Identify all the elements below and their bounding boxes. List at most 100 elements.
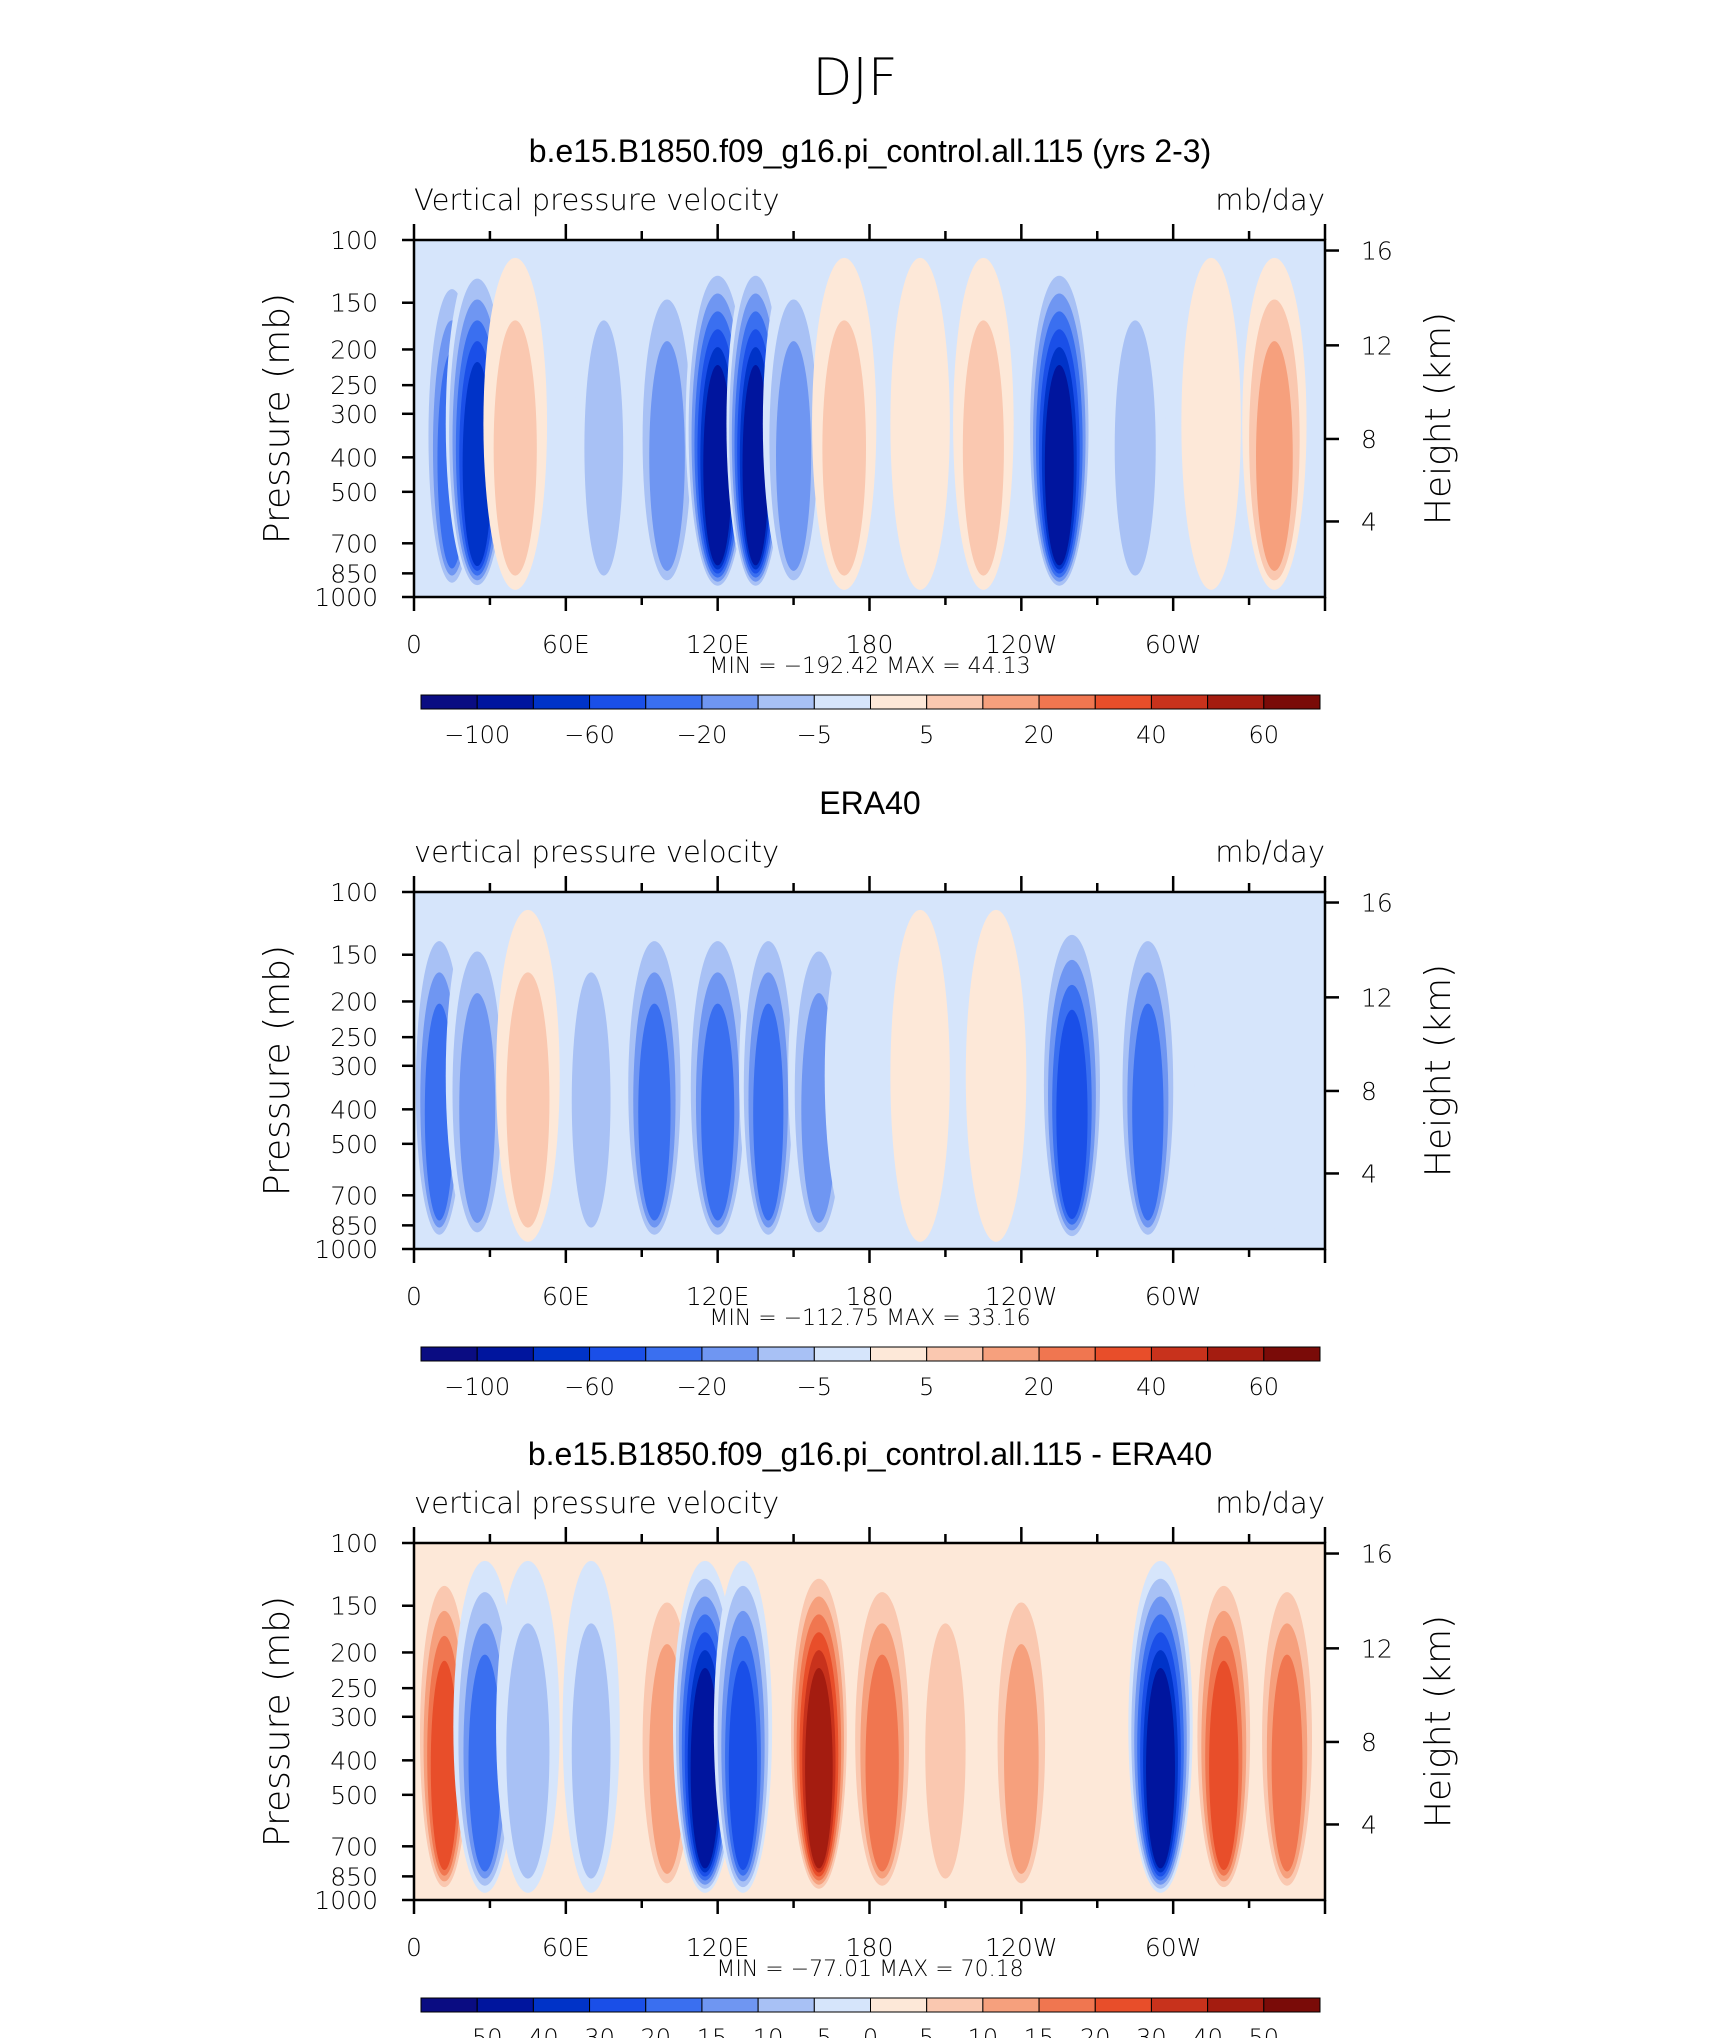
- x-tick-label: 60W: [1145, 630, 1202, 659]
- x-tick-label: 60E: [542, 1933, 590, 1962]
- contour-field: [414, 1543, 1325, 1900]
- y-tick-label: 500: [330, 1781, 378, 1810]
- contour-level: [1004, 1644, 1039, 1874]
- colorbar-box: [813, 694, 871, 710]
- colorbar-box: [870, 694, 928, 710]
- colorbar-box: [476, 694, 534, 710]
- contour-level: [506, 972, 550, 1228]
- min-max-stats: MIN = −192.42 MAX = 44.13: [709, 654, 1030, 679]
- colorbar-box: [1038, 1346, 1096, 1362]
- y-right-tick-label: 12: [1361, 331, 1393, 360]
- units-label: mb/day: [1215, 835, 1325, 869]
- contour-field: [414, 240, 1325, 597]
- colorbar-label: 40: [1136, 1373, 1167, 1401]
- colorbar-box: [1207, 1997, 1265, 2013]
- contour-level: [459, 993, 496, 1223]
- colorbar-label: 5: [919, 1373, 934, 1401]
- y-tick-label: 200: [330, 1638, 378, 1667]
- x-tick-label: 120E: [686, 1933, 750, 1962]
- x-tick-label: 120W: [985, 1933, 1057, 1962]
- y-tick-label: 100: [330, 1529, 378, 1558]
- colorbar-box: [589, 694, 647, 710]
- y-tick-label: 300: [330, 1052, 378, 1081]
- colorbar-label: 40: [1192, 2024, 1223, 2038]
- colorbar-box: [589, 1346, 647, 1362]
- colorbar-box: [982, 694, 1040, 710]
- colorbar-label: 30: [1136, 2024, 1167, 2038]
- colorbar-box: [645, 1997, 703, 2013]
- contour-level: [1256, 341, 1293, 571]
- colorbar-box: [701, 1997, 759, 2013]
- units-label: mb/day: [1215, 1486, 1325, 1520]
- contour-level: [890, 909, 950, 1242]
- y-tick-label: 700: [330, 1832, 378, 1861]
- contour-level: [1254, 909, 1320, 1242]
- colorbar-box: [1038, 1997, 1096, 2013]
- contour-level: [824, 909, 890, 1242]
- y-tick-label: 850: [330, 559, 378, 588]
- colorbar-label: −60: [564, 721, 615, 749]
- contour-field: [414, 892, 1325, 1249]
- colorbar-box: [1094, 694, 1152, 710]
- y-tick-label: 400: [330, 1095, 378, 1124]
- colorbar-box: [1263, 1997, 1321, 2013]
- colorbar-label: −20: [677, 721, 728, 749]
- contour-level: [1056, 1009, 1088, 1220]
- colorbar-label: 0: [863, 2024, 878, 2038]
- x-tick-label: 180: [846, 1933, 894, 1962]
- x-tick-label: 180: [846, 1282, 894, 1311]
- y-right-axis-title: Height (km): [1418, 312, 1459, 525]
- contour-level: [1044, 364, 1074, 566]
- colorbar-label: 60: [1249, 1373, 1280, 1401]
- contour-level: [925, 1623, 966, 1879]
- colorbar-box: [870, 1346, 928, 1362]
- colorbar-box: [1207, 1346, 1265, 1362]
- min-max-stats: MIN = −77.01 MAX = 70.18: [716, 1957, 1023, 1982]
- colorbar-label: −20: [620, 2024, 671, 2038]
- colorbar-label: 20: [1024, 1373, 1055, 1401]
- colorbar-label: −20: [677, 1373, 728, 1401]
- colorbar-label: −5: [797, 2024, 832, 2038]
- y-axis-title: Pressure (mb): [257, 293, 298, 544]
- contour-level: [571, 1623, 611, 1879]
- contour-level: [1271, 1654, 1303, 1872]
- colorbar-box: [532, 1997, 591, 2013]
- y-right-tick-label: 12: [1361, 983, 1393, 1012]
- colorbar-label: 5: [919, 721, 934, 749]
- min-max-stats: MIN = −112.75 MAX = 33.16: [709, 1306, 1030, 1331]
- x-tick-label: 120W: [985, 630, 1057, 659]
- contour-level: [1114, 320, 1156, 576]
- y-tick-label: 150: [330, 1592, 378, 1621]
- y-axis-title: Pressure (mb): [257, 1596, 298, 1847]
- colorbar-label: −15: [677, 2024, 728, 2038]
- colorbar-box: [813, 1346, 871, 1362]
- contour-level: [690, 1667, 720, 1869]
- x-tick-label: 60E: [542, 1282, 590, 1311]
- y-tick-label: 500: [330, 1130, 378, 1159]
- y-tick-label: 500: [330, 478, 378, 507]
- contour-level: [493, 320, 537, 576]
- x-tick-label: 180: [846, 630, 894, 659]
- y-right-tick-label: 4: [1361, 1159, 1377, 1188]
- y-right-axis-title: Height (km): [1418, 964, 1459, 1177]
- colorbar-label: 50: [1249, 2024, 1280, 2038]
- colorbar-box: [1150, 694, 1209, 710]
- y-tick-label: 300: [330, 1703, 378, 1732]
- panel-title: b.e15.B1850.f09_g16.pi_control.all.115 (…: [529, 133, 1212, 169]
- colorbar-box: [645, 1346, 703, 1362]
- y-right-tick-label: 16: [1361, 1540, 1393, 1569]
- contour-level: [1181, 257, 1241, 590]
- contour-level: [753, 1003, 784, 1221]
- x-tick-label: 0: [406, 1282, 422, 1311]
- units-label: mb/day: [1215, 183, 1325, 217]
- x-tick-label: 60E: [542, 630, 590, 659]
- colorbar-box: [1207, 694, 1265, 710]
- colorbar-label: −30: [564, 2024, 615, 2038]
- contour-level: [1146, 1667, 1175, 1869]
- x-tick-label: 60W: [1145, 1933, 1202, 1962]
- y-tick-label: 100: [330, 226, 378, 255]
- contour-level: [728, 1660, 758, 1871]
- colorbar-box: [757, 694, 815, 710]
- panel-title: b.e15.B1850.f09_g16.pi_control.all.115 -…: [528, 1436, 1212, 1472]
- y-tick-label: 700: [330, 1181, 378, 1210]
